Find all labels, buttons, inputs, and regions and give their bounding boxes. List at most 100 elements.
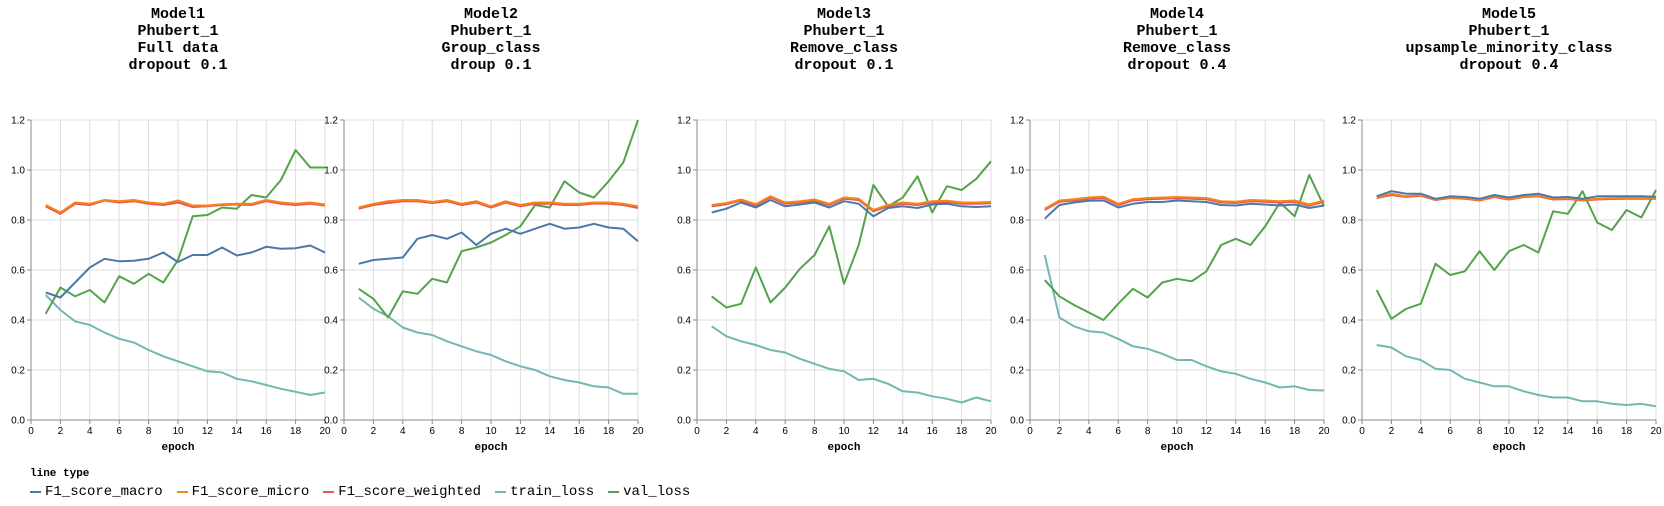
x-tick-label: 0 <box>1027 426 1033 437</box>
y-tick-label: 0.0 <box>1010 416 1024 427</box>
y-tick-label: 0.0 <box>11 416 25 427</box>
chart-title-line: Phubert_1 <box>803 23 884 40</box>
legend-swatch <box>495 491 507 493</box>
x-tick-label: 14 <box>1230 426 1242 437</box>
y-tick-label: 0.0 <box>1342 416 1356 427</box>
y-tick-label: 0.8 <box>11 216 25 227</box>
y-tick-label: 1.2 <box>1342 116 1356 127</box>
chart-title-line: Model4 <box>1150 6 1204 23</box>
y-tick-label: 0.4 <box>677 316 691 327</box>
x-tick-label: 18 <box>956 426 968 437</box>
y-tick-label: 1.2 <box>677 116 691 127</box>
series-line-f1-score-micro <box>358 199 639 209</box>
series-line-train-loss <box>711 325 992 404</box>
x-tick-label: 4 <box>400 426 406 437</box>
x-tick-label: 2 <box>58 426 64 437</box>
y-tick-label: 0.2 <box>1342 366 1356 377</box>
series-line-train-loss <box>44 294 326 396</box>
chart-title-line: dropout 0.4 <box>1459 57 1558 74</box>
chart-title-line: droup 0.1 <box>450 57 531 74</box>
y-tick-label: 1.0 <box>1342 166 1356 177</box>
x-tick-label: 4 <box>87 426 93 437</box>
x-tick-label: 20 <box>1318 426 1330 437</box>
series-line-f1-score-macro <box>1376 190 1657 200</box>
x-tick-label: 16 <box>1260 426 1272 437</box>
series-line-f1-score-weighted <box>358 200 639 210</box>
x-tick-label: 10 <box>1503 426 1515 437</box>
y-tick-label: 0.0 <box>324 416 338 427</box>
x-tick-label: 8 <box>812 426 818 437</box>
series-line-val-loss <box>358 119 639 319</box>
y-tick-label: 0.2 <box>11 366 25 377</box>
legend-item-val-loss: val_loss <box>608 484 690 500</box>
chart-title-line: Phubert_1 <box>1468 23 1549 40</box>
x-tick-label: 20 <box>985 426 997 437</box>
series-line-f1-score-macro <box>1044 199 1325 220</box>
x-tick-label: 0 <box>1359 426 1365 437</box>
legend-swatch <box>30 491 41 493</box>
legend-swatch <box>176 491 188 493</box>
x-tick-label: 18 <box>1621 426 1633 437</box>
x-tick-label: 14 <box>1562 426 1574 437</box>
chart-title-line: Phubert_1 <box>1136 23 1217 40</box>
legend-item-train-loss: train_loss <box>495 484 594 500</box>
x-tick-label: 10 <box>485 426 497 437</box>
series-line-f1-score-micro <box>1376 192 1656 201</box>
x-tick-label: 20 <box>319 426 331 437</box>
x-tick-label: 6 <box>1447 426 1453 437</box>
legend: F1_score_macro F1_score_micro F1_score_wei… <box>30 484 690 500</box>
series-line-val-loss <box>1375 189 1657 320</box>
chart-title-line: dropout 0.1 <box>794 57 893 74</box>
x-axis-title: epoch <box>827 442 860 454</box>
x-tick-label: 2 <box>1389 426 1395 437</box>
series-line-f1-score-macro <box>45 244 326 299</box>
series-line-train-loss <box>1376 344 1657 408</box>
chart-title-line: Model1 <box>151 6 205 23</box>
chart-title-line: dropout 0.1 <box>128 57 227 74</box>
series-line-train-loss <box>358 296 638 395</box>
x-tick-label: 6 <box>429 426 435 437</box>
chart-title-line: dropout 0.4 <box>1127 57 1226 74</box>
y-tick-label: 1.0 <box>677 166 691 177</box>
series-line-train-loss <box>1043 254 1325 392</box>
series-line-f1-score-weighted <box>711 196 992 213</box>
x-tick-label: 12 <box>1201 426 1213 437</box>
chart-title-line: Phubert_1 <box>450 23 531 40</box>
x-tick-label: 14 <box>231 426 243 437</box>
x-tick-label: 18 <box>1289 426 1301 437</box>
x-tick-label: 16 <box>1592 426 1604 437</box>
series-line-val-loss <box>1043 174 1325 321</box>
legend-label: F1_score_weighted <box>338 484 482 500</box>
x-tick-label: 16 <box>261 426 273 437</box>
y-tick-label: 1.0 <box>324 166 338 177</box>
series-line-val-loss <box>44 149 325 315</box>
y-tick-label: 0.6 <box>1010 266 1024 277</box>
y-tick-label: 0.2 <box>324 366 338 377</box>
chart-title-line: Full data <box>137 40 218 57</box>
x-tick-label: 4 <box>1418 426 1424 437</box>
x-tick-label: 14 <box>544 426 556 437</box>
x-tick-label: 8 <box>459 426 465 437</box>
chart-title-line: Remove_class <box>1123 40 1231 57</box>
y-tick-label: 0.8 <box>677 216 691 227</box>
series-line-f1-score-micro <box>45 199 326 214</box>
series-line-f1-score-macro <box>711 199 992 218</box>
y-tick-label: 0.8 <box>1010 216 1024 227</box>
series-line-f1-score-weighted <box>1044 197 1325 211</box>
y-tick-label: 1.2 <box>324 116 338 127</box>
chart-title-line: Remove_class <box>790 40 898 57</box>
legend-item-f1-score-micro: F1_score_micro <box>176 484 309 500</box>
chart-title-line: Phubert_1 <box>137 23 218 40</box>
x-tick-label: 8 <box>146 426 152 437</box>
x-tick-label: 6 <box>782 426 788 437</box>
x-tick-label: 0 <box>28 426 34 437</box>
chart-title-line: upsample_minority_class <box>1405 40 1612 57</box>
y-tick-label: 0.4 <box>1342 316 1356 327</box>
x-tick-label: 18 <box>290 426 302 437</box>
x-tick-label: 2 <box>724 426 730 437</box>
x-tick-label: 12 <box>202 426 214 437</box>
